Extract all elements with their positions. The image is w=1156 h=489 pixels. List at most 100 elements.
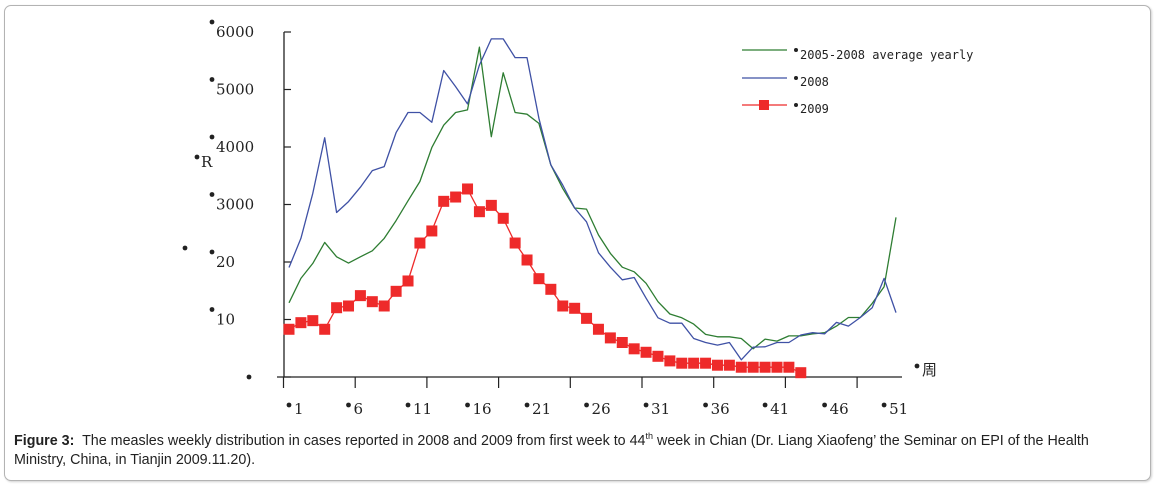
x-tick-label-group: 11 <box>405 400 432 418</box>
x-axis-title: 周 <box>914 361 937 379</box>
y-tick-label-group: 4000 <box>209 134 254 156</box>
data-point-marker <box>509 237 521 249</box>
data-point-marker <box>795 367 807 379</box>
y-tick-bullet <box>209 307 215 312</box>
y-axis-title: R <box>194 153 213 171</box>
data-point-marker <box>545 283 557 295</box>
stray-bullet-mark <box>182 245 188 251</box>
data-point-marker <box>533 273 545 285</box>
legend-item-2008: 2008 <box>742 75 829 89</box>
x-tick-label: 11 <box>413 400 432 418</box>
legend: 2005-2008 average yearly 2008 2009 <box>742 48 973 116</box>
x-tick-bullet <box>703 402 708 408</box>
x-tick-label: 21 <box>532 400 551 418</box>
series-line <box>288 46 897 350</box>
y-tick-label-group <box>246 374 252 380</box>
data-point-marker <box>557 300 569 312</box>
data-point-marker <box>711 359 723 371</box>
x-tick-label-group: 16 <box>465 400 492 418</box>
series-2008 <box>288 38 897 361</box>
data-point-marker <box>319 323 331 335</box>
caption-label: Figure 3: <box>14 433 75 449</box>
y-tick-bullet <box>209 192 215 197</box>
data-point-marker <box>664 355 676 367</box>
series-2009 <box>283 183 807 379</box>
y-tick-bullet <box>209 19 215 25</box>
y-tick-bullet <box>209 134 215 140</box>
data-point-marker <box>759 361 771 373</box>
data-point-marker <box>295 317 307 329</box>
data-point-marker <box>735 361 747 373</box>
y-tick-label: 20 <box>216 253 235 271</box>
data-point-marker <box>581 312 593 324</box>
figure-caption: Figure 3: The measles weekly distributio… <box>14 432 1144 470</box>
data-point-marker <box>343 300 355 312</box>
data-point-marker <box>497 212 509 224</box>
data-point-marker <box>700 357 712 369</box>
y-tick-label: 5000 <box>216 81 254 99</box>
data-point-marker <box>616 337 628 348</box>
data-point-marker <box>390 285 402 297</box>
data-point-marker <box>628 343 640 355</box>
data-point-marker <box>473 206 485 218</box>
data-point-marker <box>676 357 688 369</box>
series-2005-2008-average-yearly <box>288 46 897 350</box>
data-point-marker <box>438 195 450 207</box>
legend-marker-2009 <box>759 100 769 110</box>
data-point-marker <box>521 254 533 266</box>
x-tick-label-group: 1 <box>286 400 304 418</box>
y-tick-label: 4000 <box>216 138 254 156</box>
x-tick-label: 26 <box>592 400 611 418</box>
legend-item-avg: 2005-2008 average yearly <box>742 48 973 62</box>
x-tick-bullet <box>346 402 351 408</box>
y-tick-label: 10 <box>216 311 235 329</box>
caption-superscript: th <box>645 431 654 442</box>
data-point-marker <box>723 359 735 371</box>
y-tick-label-group: 20 <box>209 249 235 271</box>
x-tick-bullet <box>465 402 470 408</box>
data-point-marker <box>485 199 497 211</box>
x-tick-label: 16 <box>473 400 492 418</box>
data-point-marker <box>378 300 390 312</box>
x-tick-label: 41 <box>770 400 789 418</box>
figure-frame <box>4 5 1151 481</box>
y-axis-label: R <box>201 153 213 171</box>
data-point-marker <box>307 315 319 327</box>
data-point-marker <box>426 225 438 237</box>
x-tick-bullet <box>881 402 887 408</box>
x-tick-label-group: 46 <box>822 400 849 418</box>
x-tick-bullet <box>584 402 589 408</box>
caption-text: The measles weekly distribution in cases… <box>82 433 646 449</box>
x-tick-bullet <box>405 402 411 408</box>
x-tick-bullet <box>762 402 768 408</box>
legend-label-avg: 2005-2008 average yearly <box>800 48 973 62</box>
data-point-marker <box>414 237 426 249</box>
x-tick-label-group: 6 <box>346 400 363 418</box>
x-tick-label: 1 <box>294 400 304 418</box>
y-tick-label-group: 10 <box>209 307 235 329</box>
x-tick-label: 46 <box>830 400 849 418</box>
x-tick-label-group: 31 <box>643 400 670 418</box>
y-tick-label-group: 5000 <box>209 77 254 99</box>
data-point-marker <box>462 183 474 195</box>
series-line <box>288 188 802 374</box>
x-tick-label-group: 41 <box>762 400 789 418</box>
data-point-marker <box>640 346 652 358</box>
x-tick-bullet <box>643 402 649 408</box>
legend-label-2008: 2008 <box>800 75 829 89</box>
x-tick-label-group: 51 <box>881 400 908 418</box>
x-tick-label-group: 36 <box>703 400 730 418</box>
y-tick-bullet <box>209 77 215 82</box>
x-axis-label: 周 <box>922 361 937 379</box>
series-line <box>288 38 897 361</box>
legend-label-2009: 2009 <box>800 102 829 116</box>
x-tick-bullet <box>524 402 530 408</box>
data-point-marker <box>652 350 664 362</box>
y-tick-label-group: 3000 <box>209 192 254 214</box>
data-point-marker <box>592 323 604 335</box>
y-tick-bullet <box>209 249 215 255</box>
data-point-marker <box>688 357 700 369</box>
data-point-marker <box>402 275 414 287</box>
caption-text-continued: week in Chian (Dr. Liang Xiaofeng’ the S… <box>14 433 1089 468</box>
data-point-marker <box>783 361 795 373</box>
